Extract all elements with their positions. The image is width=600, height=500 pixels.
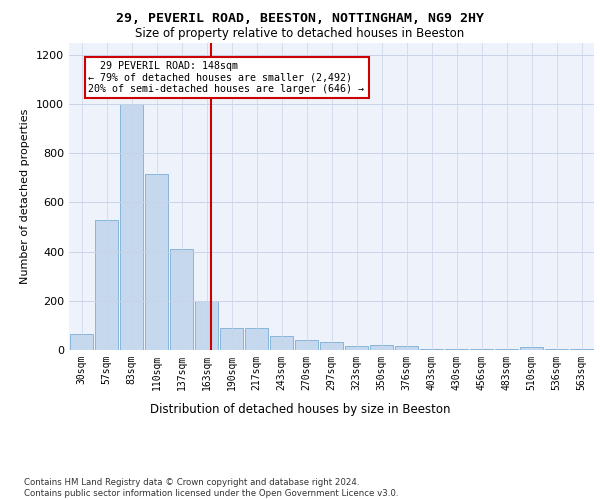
- Bar: [245, 328, 268, 350]
- Bar: [570, 349, 593, 350]
- Bar: [470, 349, 493, 350]
- Bar: [70, 334, 93, 350]
- Bar: [320, 342, 343, 350]
- Bar: [120, 104, 143, 350]
- Bar: [445, 349, 468, 350]
- Text: 29 PEVERIL ROAD: 148sqm
← 79% of detached houses are smaller (2,492)
20% of semi: 29 PEVERIL ROAD: 148sqm ← 79% of detache…: [89, 61, 365, 94]
- Bar: [545, 349, 568, 350]
- Text: Distribution of detached houses by size in Beeston: Distribution of detached houses by size …: [150, 402, 450, 415]
- Bar: [95, 220, 118, 350]
- Bar: [345, 346, 368, 350]
- Bar: [295, 340, 318, 350]
- Bar: [195, 301, 218, 350]
- Bar: [220, 328, 243, 350]
- Text: Contains HM Land Registry data © Crown copyright and database right 2024.
Contai: Contains HM Land Registry data © Crown c…: [24, 478, 398, 498]
- Text: Size of property relative to detached houses in Beeston: Size of property relative to detached ho…: [136, 28, 464, 40]
- Bar: [495, 349, 518, 350]
- Bar: [520, 347, 543, 350]
- Y-axis label: Number of detached properties: Number of detached properties: [20, 108, 31, 284]
- Bar: [270, 336, 293, 350]
- Bar: [370, 345, 393, 350]
- Bar: [170, 249, 193, 350]
- Bar: [395, 346, 418, 350]
- Bar: [145, 174, 168, 350]
- Bar: [420, 349, 443, 350]
- Text: 29, PEVERIL ROAD, BEESTON, NOTTINGHAM, NG9 2HY: 29, PEVERIL ROAD, BEESTON, NOTTINGHAM, N…: [116, 12, 484, 26]
